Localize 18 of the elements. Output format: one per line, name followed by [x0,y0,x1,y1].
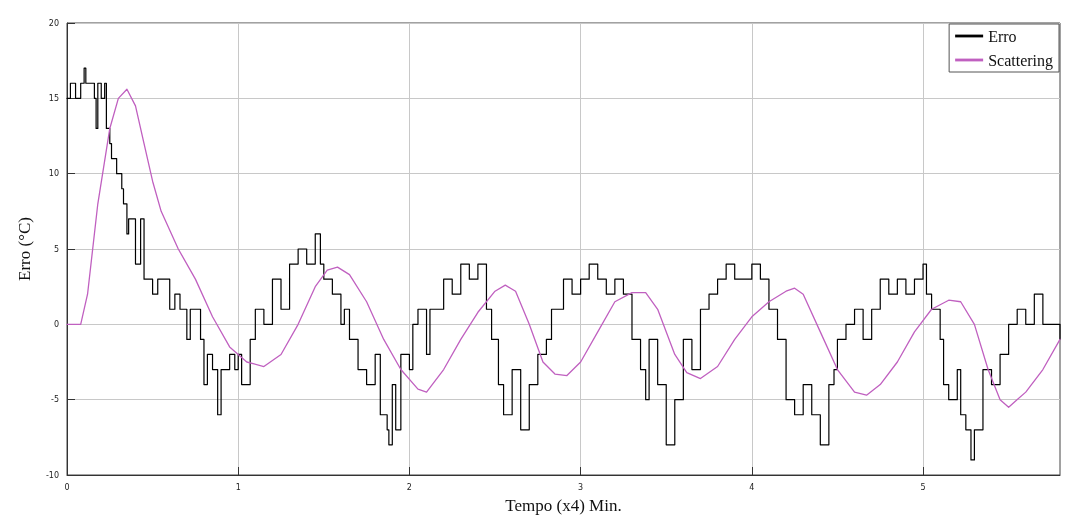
y-tick-label: 5 [53,244,59,254]
line-series [66,88,1061,408]
legend-label: Erro [988,27,1017,45]
y-tick-label: -5 [51,395,59,405]
y-tick-label: 10 [48,169,59,179]
y-axis-title: Erro (°C) [15,217,34,281]
x-tick-label: 2 [406,482,412,492]
x-tick-label: 0 [64,482,70,492]
y-tick-label: 0 [53,319,59,329]
x-tick-label: 5 [920,482,926,492]
x-tick-label: 3 [578,482,584,492]
x-tick-label: 4 [749,482,755,492]
x-tick-label: 1 [235,482,241,492]
y-tick-label: 15 [48,93,59,103]
y-tick-label: -10 [45,470,59,480]
x-axis-title: Tempo (x4) Min. [505,496,622,515]
legend-label: Scattering [988,51,1054,70]
y-tick-label: 20 [48,18,59,28]
